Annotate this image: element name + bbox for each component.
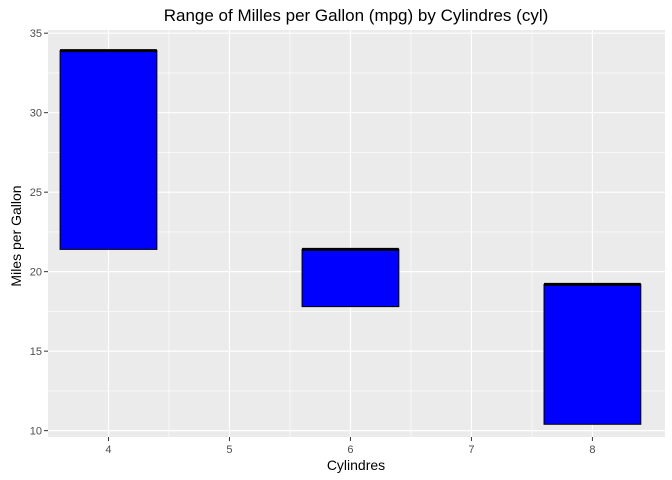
x-tick-label: 5 (226, 444, 232, 456)
range-bar-cyl-8 (543, 283, 642, 425)
bars (59, 49, 642, 425)
y-tick-label: 20 (30, 267, 42, 279)
x-tick-label: 6 (347, 444, 353, 456)
x-axis-ticks: 4 5 6 7 8 (105, 437, 595, 456)
range-bar-cyl-4 (59, 50, 158, 250)
y-tick-label: 15 (30, 346, 42, 358)
range-bar-cyl-6 (301, 248, 400, 308)
chart-title: Range of Milles per Gallon (mpg) by Cyli… (164, 6, 549, 25)
x-tick-label: 8 (589, 444, 595, 456)
x-tick-label: 4 (105, 444, 111, 456)
x-axis-title: Cylindres (327, 457, 385, 473)
y-axis-ticks: 10 15 20 25 30 35 (30, 28, 48, 438)
y-tick-label: 35 (30, 28, 42, 40)
x-tick-label: 7 (468, 444, 474, 456)
y-tick-label: 30 (30, 108, 42, 120)
y-axis-title: Miles per Gallon (8, 185, 24, 286)
y-tick-label: 10 (30, 426, 42, 438)
y-tick-label: 25 (30, 187, 42, 199)
